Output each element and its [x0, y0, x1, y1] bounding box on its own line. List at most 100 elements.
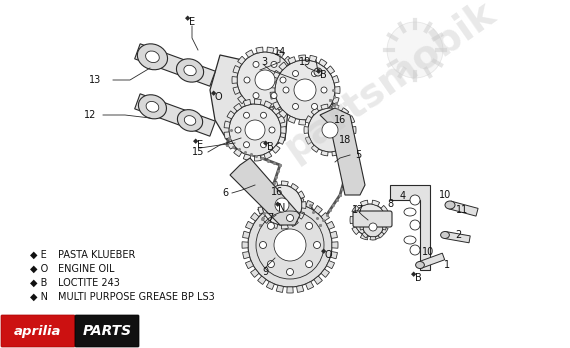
- Polygon shape: [419, 253, 445, 268]
- Text: ◆: ◆: [275, 201, 280, 207]
- Polygon shape: [258, 207, 263, 214]
- Polygon shape: [270, 182, 278, 188]
- Polygon shape: [266, 282, 274, 290]
- Polygon shape: [258, 196, 263, 203]
- Text: 15: 15: [192, 147, 204, 157]
- Circle shape: [255, 70, 275, 90]
- Ellipse shape: [184, 116, 196, 125]
- Polygon shape: [341, 145, 349, 152]
- Circle shape: [271, 93, 277, 98]
- Polygon shape: [306, 282, 314, 290]
- Polygon shape: [372, 234, 380, 240]
- Polygon shape: [299, 119, 306, 125]
- Polygon shape: [311, 108, 319, 115]
- Circle shape: [311, 103, 317, 110]
- Text: 4: 4: [400, 191, 406, 201]
- Text: ◆: ◆: [193, 138, 199, 144]
- Polygon shape: [267, 47, 274, 53]
- Circle shape: [314, 242, 320, 248]
- Polygon shape: [298, 191, 304, 198]
- FancyBboxPatch shape: [1, 315, 75, 347]
- Polygon shape: [276, 285, 283, 292]
- Polygon shape: [272, 102, 280, 110]
- Text: ◆: ◆: [211, 90, 217, 96]
- Polygon shape: [243, 252, 250, 259]
- Polygon shape: [267, 107, 274, 113]
- Circle shape: [369, 223, 377, 231]
- Text: B: B: [267, 142, 274, 152]
- Polygon shape: [321, 213, 329, 221]
- Polygon shape: [284, 96, 292, 104]
- Circle shape: [243, 112, 250, 118]
- Polygon shape: [224, 132, 230, 139]
- Circle shape: [229, 104, 281, 156]
- Polygon shape: [279, 110, 287, 118]
- Circle shape: [314, 68, 322, 76]
- Text: MULTI PURPOSE GREASE BP LS3: MULTI PURPOSE GREASE BP LS3: [58, 292, 215, 302]
- Circle shape: [410, 195, 420, 205]
- Polygon shape: [287, 287, 293, 293]
- Text: O: O: [324, 250, 332, 260]
- Ellipse shape: [177, 110, 203, 131]
- Polygon shape: [378, 216, 384, 222]
- Polygon shape: [264, 152, 272, 159]
- Circle shape: [269, 127, 275, 133]
- Polygon shape: [262, 216, 269, 223]
- Polygon shape: [243, 231, 250, 238]
- Polygon shape: [243, 100, 251, 106]
- Text: 10: 10: [422, 247, 434, 257]
- Polygon shape: [370, 214, 376, 217]
- Polygon shape: [296, 198, 304, 205]
- Text: ◆: ◆: [321, 248, 327, 254]
- Text: 17: 17: [352, 205, 364, 215]
- Ellipse shape: [404, 208, 416, 216]
- Polygon shape: [360, 200, 368, 206]
- Circle shape: [245, 120, 265, 140]
- Ellipse shape: [139, 95, 166, 119]
- Polygon shape: [381, 227, 388, 235]
- Polygon shape: [330, 231, 337, 238]
- Circle shape: [306, 222, 312, 229]
- Polygon shape: [278, 137, 285, 144]
- Circle shape: [253, 61, 259, 68]
- Polygon shape: [321, 269, 329, 277]
- Circle shape: [244, 77, 250, 83]
- Circle shape: [275, 60, 335, 120]
- Polygon shape: [327, 221, 335, 229]
- Polygon shape: [372, 200, 380, 206]
- Circle shape: [311, 71, 317, 77]
- Text: ◆: ◆: [412, 271, 417, 277]
- Polygon shape: [238, 96, 246, 104]
- Polygon shape: [321, 104, 328, 109]
- Polygon shape: [332, 104, 339, 109]
- Text: ◆: ◆: [316, 68, 321, 74]
- Polygon shape: [320, 108, 365, 195]
- Polygon shape: [270, 81, 276, 88]
- Text: aprilia: aprilia: [14, 324, 62, 338]
- Polygon shape: [227, 141, 234, 149]
- Circle shape: [294, 79, 316, 101]
- Text: 7: 7: [267, 213, 273, 223]
- Text: E: E: [197, 140, 203, 150]
- Circle shape: [275, 198, 289, 212]
- Polygon shape: [304, 127, 308, 134]
- Polygon shape: [350, 216, 355, 224]
- Text: E: E: [189, 17, 195, 27]
- Text: 16: 16: [334, 115, 346, 125]
- Polygon shape: [378, 232, 384, 238]
- Polygon shape: [381, 205, 388, 213]
- Polygon shape: [362, 216, 368, 222]
- Polygon shape: [246, 103, 254, 110]
- Polygon shape: [230, 158, 300, 225]
- Polygon shape: [242, 242, 248, 248]
- Polygon shape: [332, 76, 339, 83]
- Polygon shape: [276, 198, 283, 205]
- Polygon shape: [270, 222, 278, 228]
- Polygon shape: [386, 216, 390, 224]
- Circle shape: [410, 245, 420, 255]
- Circle shape: [271, 61, 277, 68]
- Circle shape: [322, 122, 338, 138]
- Polygon shape: [291, 220, 298, 227]
- Polygon shape: [288, 57, 296, 64]
- Text: 8: 8: [387, 199, 393, 209]
